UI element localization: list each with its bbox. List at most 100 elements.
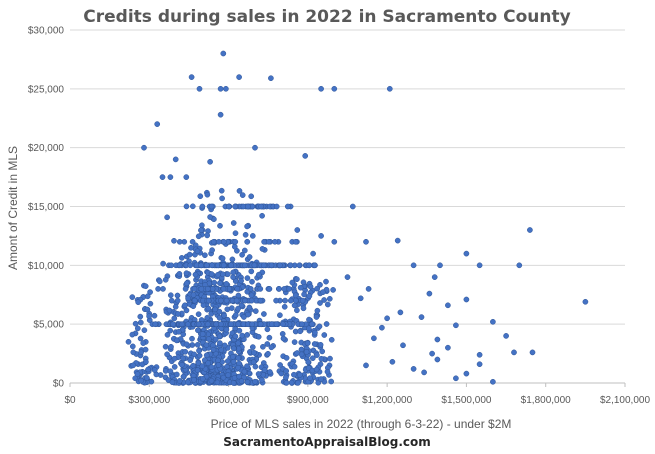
data-point bbox=[418, 314, 425, 320]
data-point bbox=[221, 342, 228, 349]
data-point bbox=[223, 326, 230, 333]
data-point bbox=[166, 307, 173, 314]
gridlines bbox=[70, 29, 625, 325]
data-point bbox=[288, 379, 295, 386]
data-point bbox=[324, 368, 331, 375]
data-point bbox=[331, 238, 338, 245]
data-point bbox=[228, 321, 234, 328]
data-point bbox=[216, 333, 223, 340]
data-point bbox=[300, 305, 307, 312]
data-point bbox=[196, 352, 203, 359]
data-point bbox=[147, 289, 153, 295]
data-point bbox=[280, 321, 286, 328]
data-point bbox=[183, 341, 190, 348]
data-point bbox=[223, 297, 230, 304]
data-point bbox=[147, 300, 154, 307]
data-point bbox=[252, 308, 259, 314]
data-point bbox=[357, 295, 364, 302]
data-point bbox=[292, 292, 299, 299]
data-points bbox=[125, 50, 589, 386]
data-point bbox=[232, 333, 239, 340]
data-point bbox=[137, 313, 144, 320]
data-point bbox=[249, 278, 255, 285]
data-point bbox=[251, 262, 258, 269]
data-point bbox=[220, 50, 227, 57]
data-point bbox=[208, 271, 215, 277]
data-point bbox=[280, 335, 287, 342]
data-point bbox=[326, 295, 333, 302]
data-point bbox=[205, 360, 211, 366]
data-point bbox=[207, 158, 213, 165]
data-point bbox=[236, 327, 243, 334]
data-point bbox=[230, 358, 237, 365]
blog-footer: SacramentoAppraisalBlog.com bbox=[223, 435, 431, 449]
data-point bbox=[527, 227, 533, 233]
data-point bbox=[135, 299, 142, 306]
data-point bbox=[192, 271, 199, 278]
data-point bbox=[183, 280, 190, 287]
data-point bbox=[582, 298, 589, 305]
data-point bbox=[294, 307, 300, 314]
data-point bbox=[195, 311, 202, 318]
data-point bbox=[223, 281, 230, 287]
data-point bbox=[213, 321, 220, 328]
data-point bbox=[299, 297, 306, 304]
data-point bbox=[379, 324, 385, 331]
data-point bbox=[203, 352, 210, 359]
data-point bbox=[204, 314, 211, 321]
data-point bbox=[318, 355, 325, 362]
data-point bbox=[363, 238, 369, 245]
data-point bbox=[195, 321, 202, 328]
data-point bbox=[224, 271, 231, 278]
data-point bbox=[490, 318, 496, 325]
data-point bbox=[434, 356, 441, 363]
data-point bbox=[252, 378, 258, 385]
data-point bbox=[298, 351, 305, 358]
data-point bbox=[239, 251, 245, 258]
data-point bbox=[307, 283, 314, 290]
data-point bbox=[204, 232, 211, 239]
data-point bbox=[169, 379, 176, 386]
y-tick-label: $0 bbox=[53, 379, 65, 390]
data-point bbox=[230, 269, 237, 276]
data-point bbox=[511, 349, 517, 356]
data-point bbox=[162, 276, 169, 283]
data-point bbox=[144, 306, 151, 313]
data-point bbox=[289, 279, 296, 286]
data-point bbox=[265, 350, 271, 357]
data-point bbox=[208, 203, 215, 210]
data-point bbox=[219, 271, 226, 278]
y-tick-label: $25,000 bbox=[28, 84, 65, 95]
data-point bbox=[235, 340, 242, 347]
data-point bbox=[218, 321, 224, 328]
data-point bbox=[259, 212, 265, 219]
data-point bbox=[349, 203, 356, 210]
data-point bbox=[268, 344, 275, 351]
data-point bbox=[230, 345, 237, 352]
data-point bbox=[218, 187, 225, 194]
tick-labels: $0 $5,000 $10,000 $15,000 $20,000 $25,000 $30,… bbox=[28, 26, 651, 407]
data-point bbox=[185, 321, 191, 328]
data-point bbox=[188, 74, 195, 80]
data-point bbox=[160, 260, 166, 267]
data-point bbox=[235, 305, 241, 312]
data-point bbox=[129, 294, 136, 300]
data-point bbox=[164, 331, 171, 338]
data-point bbox=[232, 203, 238, 210]
data-point bbox=[312, 329, 318, 336]
data-point bbox=[311, 262, 318, 269]
data-point bbox=[239, 192, 246, 198]
data-point bbox=[490, 378, 496, 385]
data-point bbox=[195, 327, 201, 334]
data-point bbox=[232, 312, 239, 318]
data-point bbox=[206, 336, 212, 342]
data-point bbox=[244, 379, 251, 385]
data-point bbox=[144, 293, 151, 300]
data-point bbox=[410, 366, 417, 372]
data-point bbox=[330, 287, 336, 293]
y-tick-label: $20,000 bbox=[28, 143, 65, 154]
data-point bbox=[318, 233, 324, 239]
data-point bbox=[291, 302, 298, 309]
data-point bbox=[266, 334, 273, 341]
data-point bbox=[245, 311, 251, 318]
